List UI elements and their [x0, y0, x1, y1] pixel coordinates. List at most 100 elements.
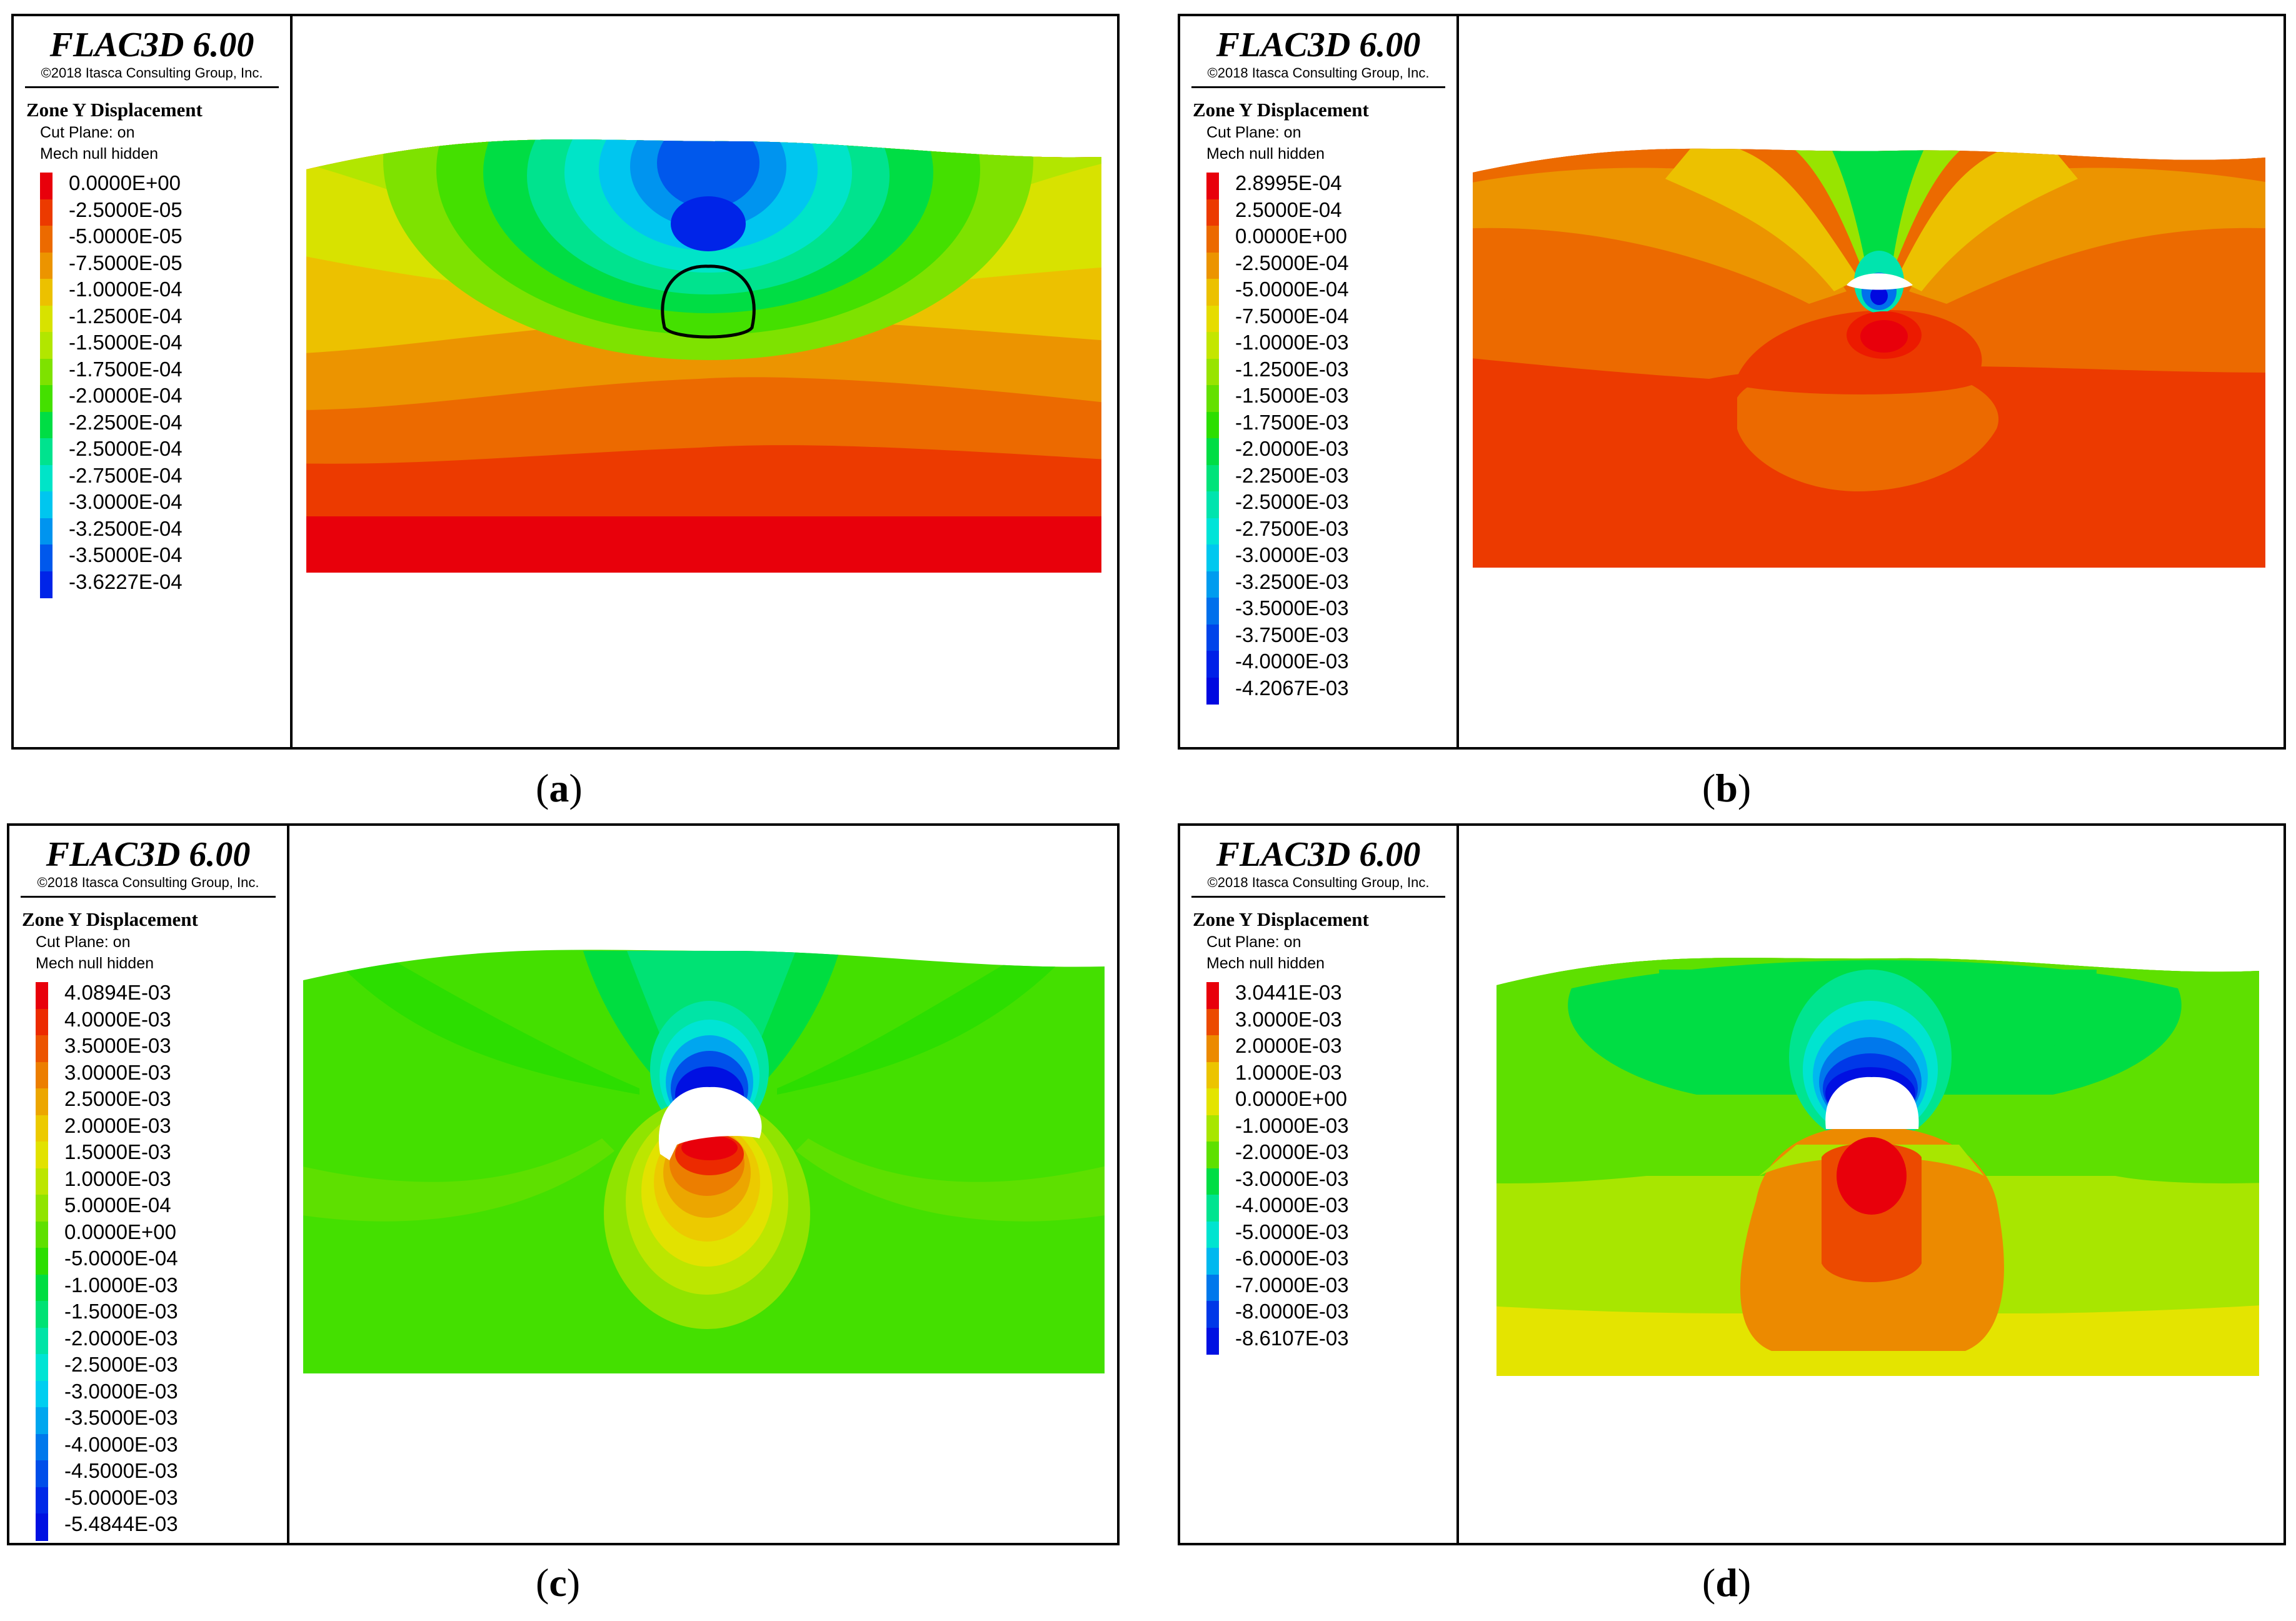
color-swatch — [1206, 1142, 1219, 1169]
panel-a: FLAC3D 6.00 ©2018 Itasca Consulting Grou… — [11, 14, 1120, 750]
legend-level-label: 5.0000E-04 — [64, 1193, 171, 1217]
caption-letter: d — [1715, 1560, 1738, 1605]
legend-level-label: 2.8995E-04 — [1235, 171, 1342, 194]
legend-level-label: -3.5000E-03 — [1235, 596, 1349, 620]
legend-level-label: 0.0000E+00 — [64, 1220, 176, 1243]
legend-level-label: -3.0000E-03 — [64, 1379, 178, 1403]
zone-band — [1665, 148, 1859, 291]
panel-d: FLAC3D 6.00 ©2018 Itasca Consulting Grou… — [1178, 823, 2286, 1545]
color-bar — [36, 982, 48, 1541]
color-swatch — [40, 332, 53, 359]
color-swatch — [1206, 571, 1219, 598]
legend-title: Zone Y Displacement — [22, 908, 198, 930]
caption-a: (a) — [536, 766, 583, 810]
zone-band — [327, 951, 639, 1095]
legend-level-label: 3.5000E-03 — [64, 1034, 171, 1057]
contour-plot-d — [1496, 958, 2259, 1376]
caption-letter: a — [549, 766, 569, 810]
color-swatch — [36, 1487, 48, 1514]
legend-level-label: -3.5000E-03 — [64, 1406, 178, 1429]
legend-level-label: -5.0000E-03 — [64, 1485, 178, 1509]
legend-level-label: -5.4844E-03 — [64, 1512, 178, 1535]
zone-band — [1860, 320, 1908, 353]
color-swatch — [1206, 1248, 1219, 1275]
legend-level-label: 2.5000E-04 — [1235, 198, 1342, 221]
legend-level-label: 3.0441E-03 — [1235, 981, 1342, 1004]
legend-level-label: -1.0000E-03 — [1235, 331, 1349, 354]
color-swatch — [36, 1407, 48, 1435]
legend-d: FLAC3D 6.00 ©2018 Itasca Consulting Grou… — [1180, 826, 1459, 1543]
color-swatch — [40, 464, 53, 492]
color-swatch — [40, 226, 53, 253]
copyright-text: ©2018 Itasca Consulting Group, Inc. — [1207, 875, 1430, 890]
color-swatch — [40, 438, 53, 466]
color-swatch — [36, 1354, 48, 1382]
legend-c: FLAC3D 6.00 ©2018 Itasca Consulting Grou… — [9, 826, 289, 1543]
copyright-text: ©2018 Itasca Consulting Group, Inc. — [37, 875, 259, 890]
legend-level-label: -2.5000E-03 — [64, 1353, 178, 1376]
color-swatch — [1206, 1274, 1219, 1302]
panel-c: FLAC3D 6.00 ©2018 Itasca Consulting Grou… — [7, 823, 1120, 1545]
color-swatch — [40, 518, 53, 545]
zone-band — [777, 951, 1071, 1095]
color-swatch — [1206, 1327, 1219, 1355]
zone-band — [1837, 1137, 1907, 1215]
legend-level-label: -5.0000E-03 — [1235, 1220, 1349, 1243]
mech-label: Mech null hidden — [1206, 955, 1325, 972]
legend-level-label: -1.0000E-03 — [64, 1273, 178, 1297]
legend-level-label: -1.7500E-03 — [1235, 410, 1349, 434]
legend-level-label: -5.0000E-05 — [69, 224, 183, 248]
cut-plane-label: Cut Plane: on — [40, 124, 135, 141]
color-swatch — [36, 1061, 48, 1089]
legend-level-label: -7.5000E-04 — [1235, 304, 1349, 328]
color-swatch — [36, 1142, 48, 1169]
legend-level-label: -2.2500E-03 — [1235, 463, 1349, 487]
color-swatch — [1206, 1301, 1219, 1328]
legend-level-label: 2.0000E-03 — [1235, 1034, 1342, 1057]
legend-level-label: -3.6227E-04 — [69, 570, 183, 593]
legend-level-label: -3.2500E-03 — [1235, 570, 1349, 593]
color-swatch — [1206, 624, 1219, 651]
app-title: FLAC3D 6.00 — [1216, 26, 1421, 64]
color-swatch — [1206, 279, 1219, 306]
legend-divider — [21, 896, 276, 898]
legend-level-label: 4.0000E-03 — [64, 1007, 171, 1031]
legend-level-label: -2.0000E-03 — [1235, 1140, 1349, 1163]
legend-level-label: 1.0000E-03 — [64, 1167, 171, 1190]
tunnel-upper-opening — [658, 1087, 762, 1160]
color-swatch — [36, 982, 48, 1010]
color-swatch — [1206, 1035, 1219, 1063]
color-swatch — [40, 279, 53, 306]
legend-level-label: -6.0000E-03 — [1235, 1247, 1349, 1270]
color-swatch — [1206, 1008, 1219, 1036]
legend-level-label: -7.0000E-03 — [1235, 1273, 1349, 1297]
color-swatch — [36, 1195, 48, 1222]
legend-level-label: -1.5000E-03 — [1235, 384, 1349, 407]
color-swatch — [36, 1248, 48, 1275]
color-swatch — [1206, 438, 1219, 466]
legend-level-label: -4.5000E-03 — [64, 1459, 178, 1482]
mech-label: Mech null hidden — [40, 145, 159, 163]
color-swatch — [1206, 598, 1219, 625]
color-swatch — [40, 545, 53, 572]
legend-level-label: -1.0000E-04 — [69, 278, 183, 301]
color-swatch — [36, 1168, 48, 1195]
legend-level-label: -8.0000E-03 — [1235, 1300, 1349, 1323]
legend-level-label: -2.0000E-03 — [1235, 437, 1349, 460]
mech-label: Mech null hidden — [36, 955, 154, 972]
legend-level-label: -3.0000E-04 — [69, 490, 183, 513]
legend-title: Zone Y Displacement — [26, 99, 203, 121]
zone-band — [681, 1135, 738, 1160]
color-swatch — [1206, 677, 1219, 705]
legend-a: FLAC3D 6.00 ©2018 Itasca Consulting Grou… — [14, 16, 293, 747]
color-swatch — [1206, 226, 1219, 253]
color-swatch — [40, 571, 53, 598]
app-title: FLAC3D 6.00 — [46, 835, 251, 874]
color-swatch — [40, 252, 53, 279]
color-swatch — [1206, 332, 1219, 359]
zone-band — [303, 1138, 614, 1222]
legend-level-label: -1.5000E-04 — [69, 331, 183, 354]
zone-band — [1870, 286, 1888, 305]
legend-level-label: 0.0000E+00 — [69, 171, 181, 194]
legend-level-label: -1.5000E-03 — [64, 1300, 178, 1323]
